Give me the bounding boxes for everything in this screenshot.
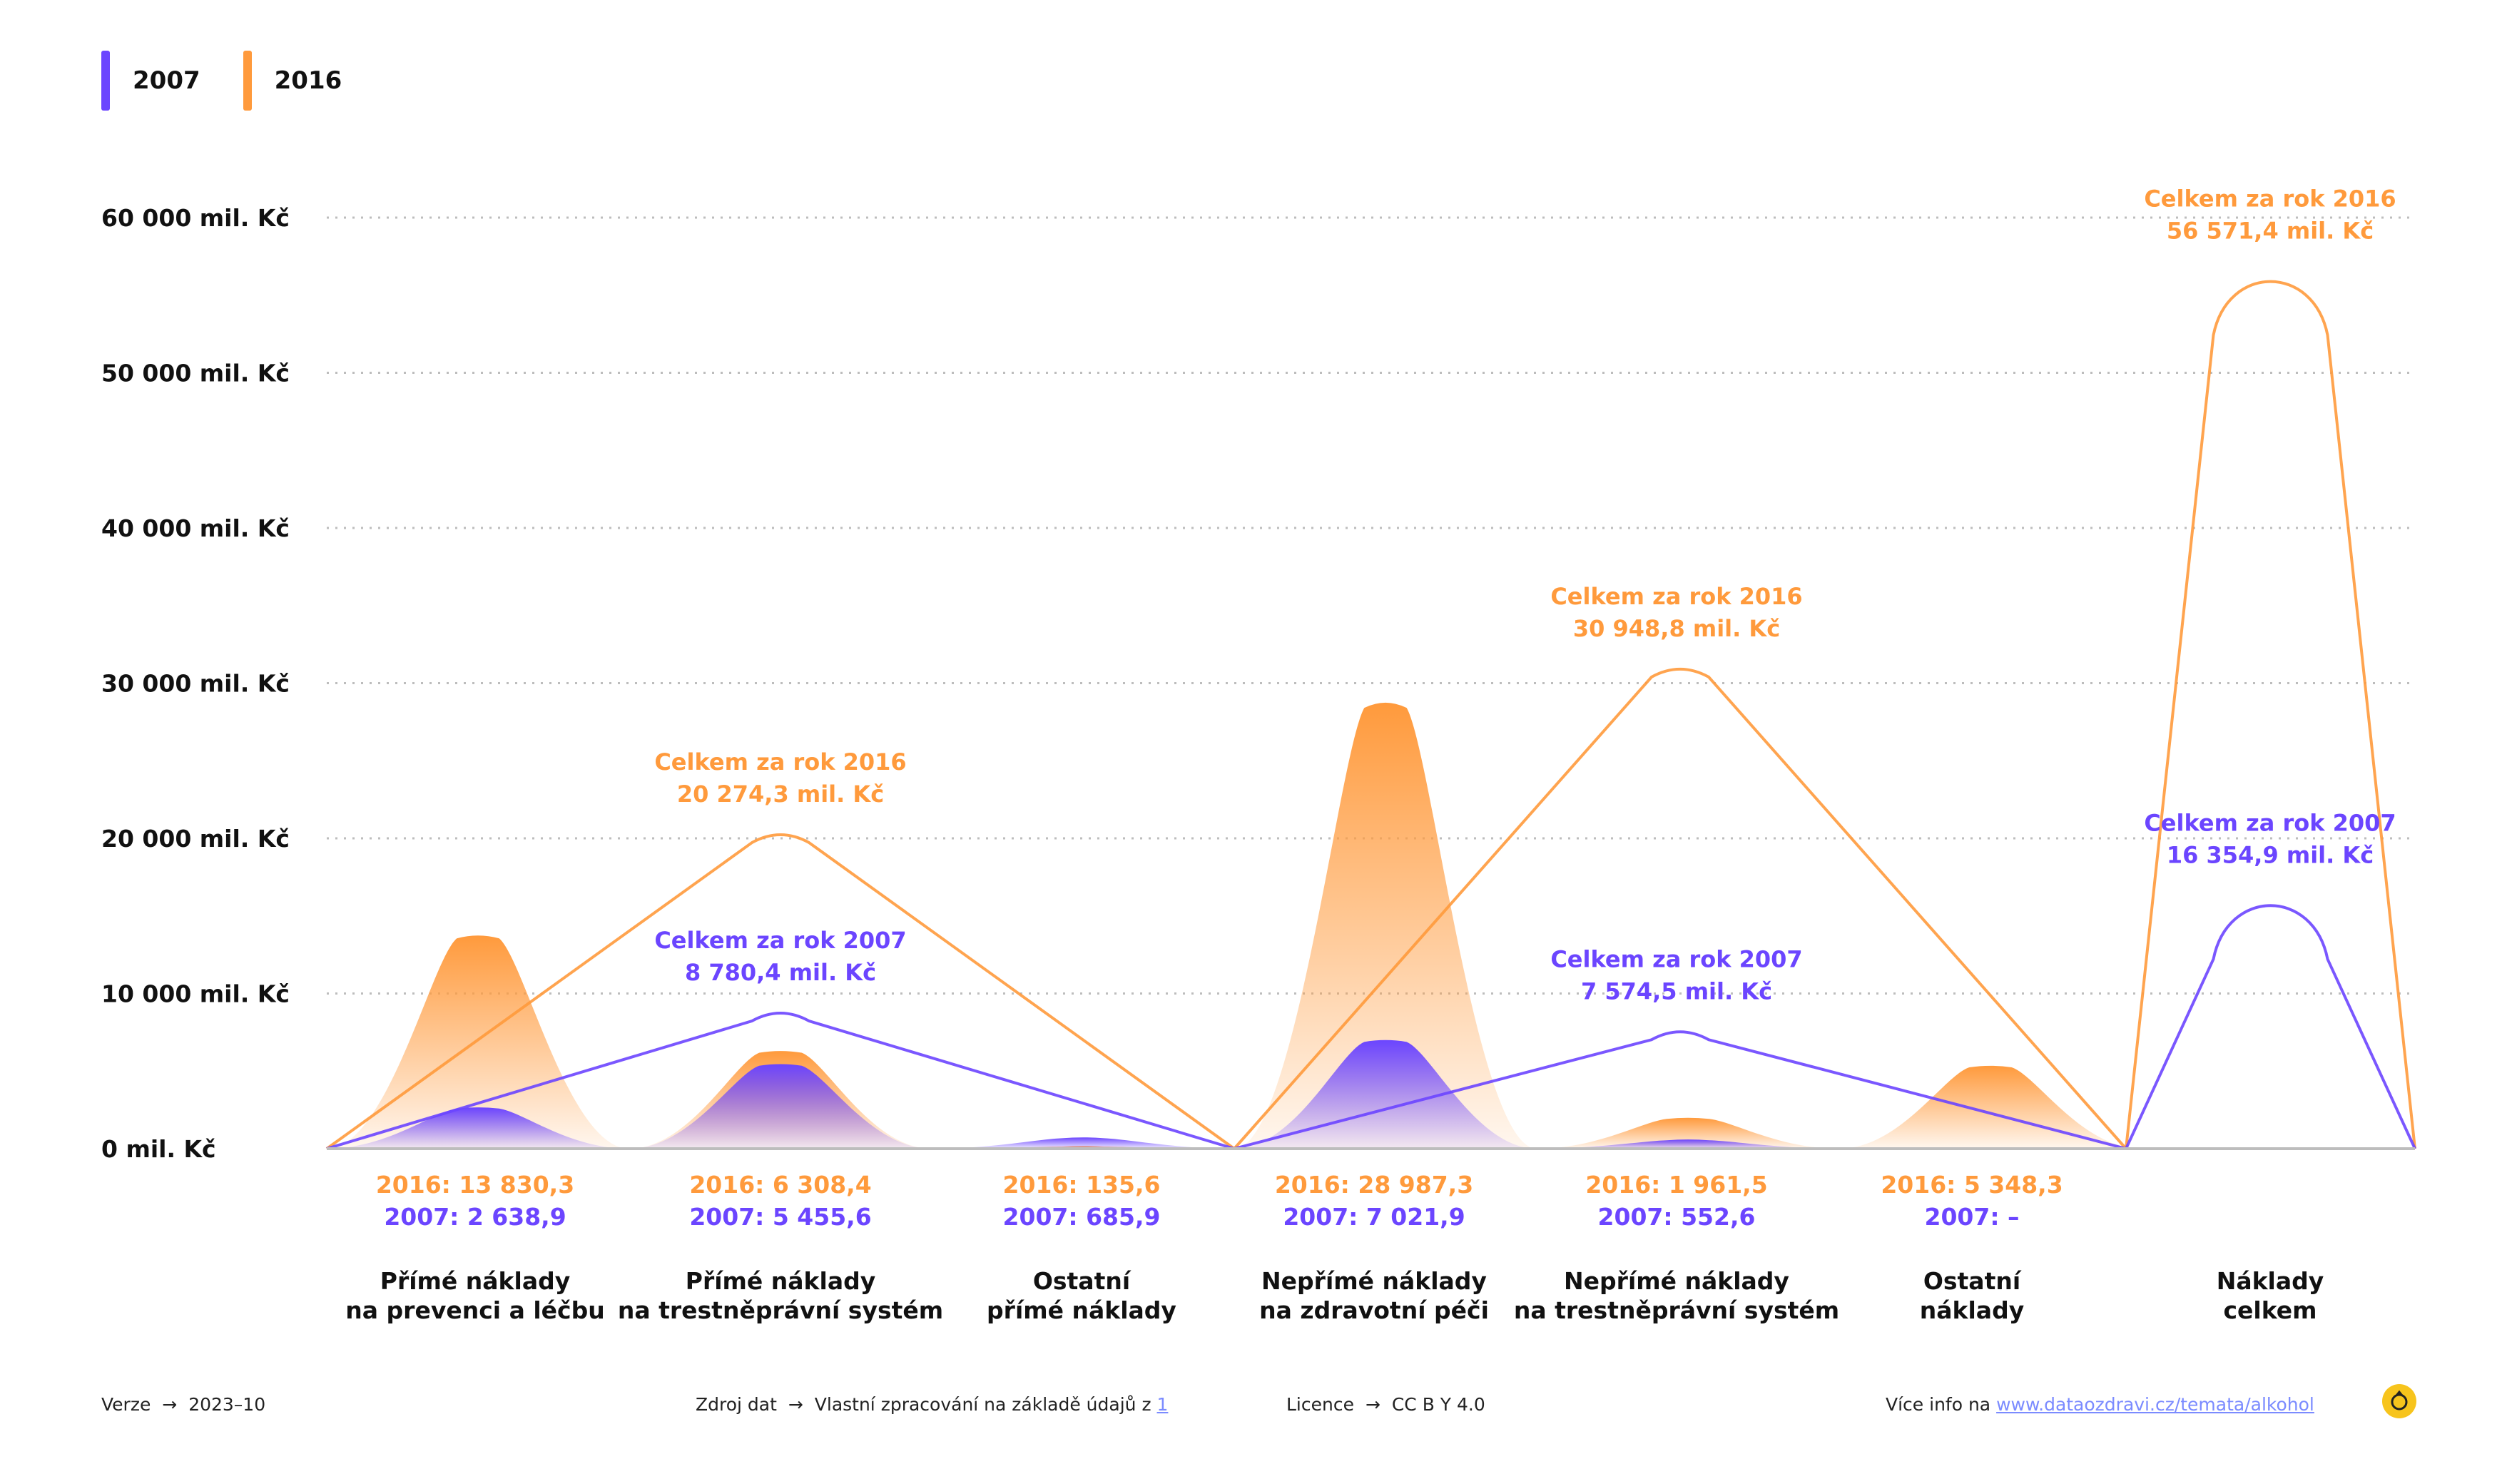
total-label: Celkem za rok 2016 <box>654 748 906 776</box>
total-line-2007 <box>1234 1030 2127 1150</box>
data-label-2007: 2007: 2 638,9 <box>384 1203 566 1231</box>
license-label: Licence <box>1286 1394 1354 1415</box>
version-value: 2023–10 <box>188 1394 266 1415</box>
license-value: CC B Y 4.0 <box>1391 1394 1485 1415</box>
total-line-2016 <box>1233 667 2127 1150</box>
total-line-2007 <box>326 1012 1235 1150</box>
total-value: 56 571,4 mil. Kč <box>2167 218 2374 245</box>
data-label-2007: 2007: – <box>1924 1203 2019 1231</box>
peak-2007 <box>1537 1139 1839 1149</box>
arrow-icon: → <box>162 1394 178 1415</box>
category-label: Náklady <box>2217 1267 2324 1295</box>
y-tick-label: 0 mil. Kč <box>101 1135 216 1163</box>
peak-2007 <box>1234 1040 1537 1149</box>
category-label: na prevenci a léčbu <box>345 1296 604 1324</box>
total-label: Celkem za rok 2016 <box>1550 583 1802 610</box>
total-line-2016 <box>2125 280 2416 1149</box>
info-link[interactable]: www.dataozdravi.cz/temata/alkohol <box>1996 1394 2314 1415</box>
logo-icon <box>2382 1384 2416 1418</box>
category-label: Přímé náklady <box>380 1267 570 1295</box>
peak-2007 <box>932 1137 1234 1149</box>
data-label-2007: 2007: 5 455,6 <box>689 1203 871 1231</box>
footer-license: Licence → CC B Y 4.0 <box>1286 1394 1485 1415</box>
total-label: Celkem za rok 2007 <box>1550 945 1802 972</box>
category-label: Ostatní <box>1033 1267 1132 1295</box>
arrow-icon: → <box>788 1394 803 1415</box>
data-label-2016: 2016: 6 308,4 <box>689 1171 871 1199</box>
peak-2016 <box>1234 702 1537 1149</box>
data-label-2016: 2016: 5 348,3 <box>1881 1171 2063 1199</box>
category-label: Nepřímé náklady <box>1564 1267 1789 1295</box>
arrow-icon: → <box>1365 1394 1380 1415</box>
category-label: Ostatní <box>1923 1267 2022 1295</box>
peak-2007 <box>327 1107 629 1149</box>
category-label: na trestněprávní systém <box>618 1296 943 1324</box>
data-label-2007: 2007: 552,6 <box>1598 1203 1756 1231</box>
source-link[interactable]: 1 <box>1156 1394 1169 1415</box>
footer-info: Více info na www.dataozdravi.cz/temata/a… <box>1886 1394 2314 1415</box>
total-label: Celkem za rok 2007 <box>654 927 906 954</box>
footer-version: Verze → 2023–10 <box>101 1394 265 1415</box>
legend-item-2016: 2016 <box>243 51 342 111</box>
data-label-2007: 2007: 685,9 <box>1003 1203 1161 1231</box>
legend-label-2007: 2007 <box>133 66 200 95</box>
y-tick-label: 20 000 mil. Kč <box>101 825 290 853</box>
total-label: Celkem za rok 2016 <box>2144 186 2396 213</box>
legend-swatch-2007 <box>101 51 110 111</box>
total-value: 20 274,3 mil. Kč <box>677 781 884 808</box>
legend-swatch-2016 <box>243 51 252 111</box>
data-label-2007: 2007: 7 021,9 <box>1283 1203 1465 1231</box>
total-value: 16 354,9 mil. Kč <box>2167 841 2374 868</box>
category-label: náklady <box>1920 1296 2024 1324</box>
category-label: Nepřímé náklady <box>1261 1267 1487 1295</box>
total-label: Celkem za rok 2007 <box>2144 809 2396 836</box>
data-label-2016: 2016: 28 987,3 <box>1275 1171 1473 1199</box>
footer-source: Zdroj dat → Vlastní zpracování na základ… <box>696 1394 1168 1415</box>
category-label: Přímé náklady <box>686 1267 875 1295</box>
y-tick-label: 50 000 mil. Kč <box>101 360 290 387</box>
y-tick-label: 40 000 mil. Kč <box>101 514 290 542</box>
peak-2007 <box>629 1064 932 1149</box>
data-label-2016: 2016: 13 830,3 <box>376 1171 574 1199</box>
data-label-2016: 2016: 1 961,5 <box>1585 1171 1767 1199</box>
version-label: Verze <box>101 1394 151 1415</box>
source-value: Vlastní zpracování na základě údajů z <box>814 1394 1151 1415</box>
legend-item-2007: 2007 <box>101 51 200 111</box>
category-label: na trestněprávní systém <box>1514 1296 1839 1324</box>
source-label: Zdroj dat <box>696 1394 777 1415</box>
legend: 2007 2016 <box>101 50 385 111</box>
total-line-2016 <box>325 833 1236 1150</box>
peak-2016 <box>1839 1065 2142 1149</box>
category-label: na zdravotní péči <box>1259 1296 1489 1324</box>
category-label: celkem <box>2223 1296 2317 1324</box>
total-value: 8 780,4 mil. Kč <box>685 959 876 986</box>
logo-glyph-icon <box>2391 1390 2408 1411</box>
peak-2016 <box>1537 1117 1839 1149</box>
legend-label-2016: 2016 <box>274 66 342 95</box>
y-tick-label: 60 000 mil. Kč <box>101 204 290 232</box>
y-tick-label: 10 000 mil. Kč <box>101 980 290 1008</box>
total-value: 30 948,8 mil. Kč <box>1573 615 1780 642</box>
info-label: Více info na <box>1886 1394 1991 1415</box>
total-line-2007 <box>2125 904 2416 1149</box>
total-value: 7 574,5 mil. Kč <box>1581 977 1772 1005</box>
category-label: přímé náklady <box>987 1296 1176 1324</box>
data-label-2016: 2016: 135,6 <box>1003 1171 1161 1199</box>
y-tick-label: 30 000 mil. Kč <box>101 670 290 698</box>
